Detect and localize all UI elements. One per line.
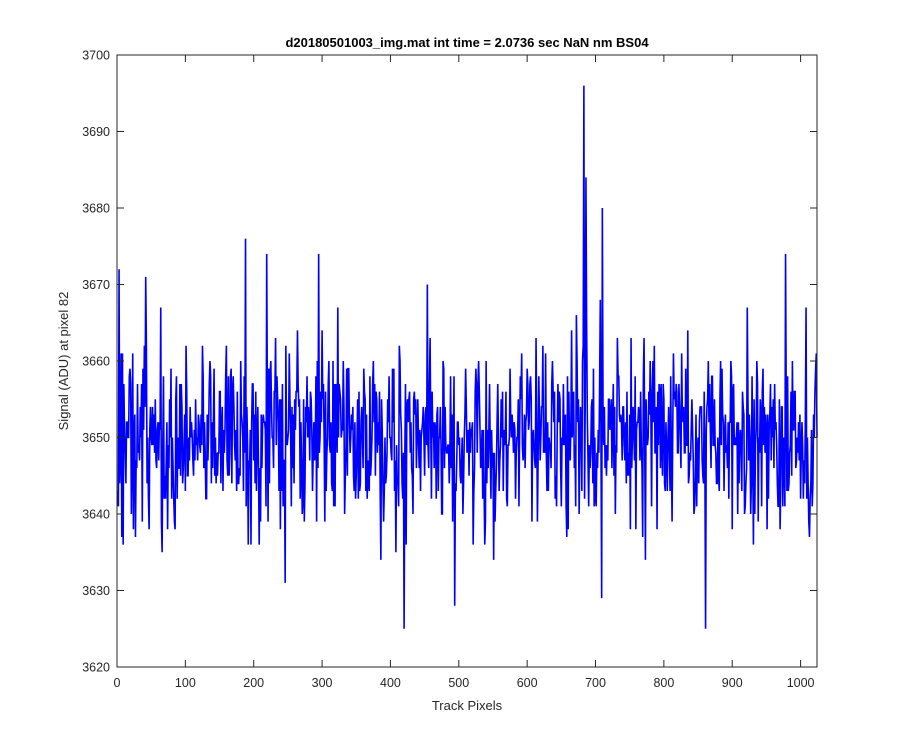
- y-tick-label: 3680: [82, 202, 110, 216]
- x-tick-label: 700: [585, 676, 606, 690]
- y-tick-label: 3670: [82, 278, 110, 292]
- x-tick-label: 800: [653, 676, 674, 690]
- y-tick-label: 3640: [82, 508, 110, 522]
- x-axis-label: Track Pixels: [432, 698, 503, 713]
- x-tick-label: 400: [380, 676, 401, 690]
- x-tick-label: 500: [448, 676, 469, 690]
- y-tick-label: 3700: [82, 49, 110, 63]
- chart-title: d20180501003_img.mat int time = 2.0736 s…: [285, 35, 649, 50]
- x-tick-label: 900: [722, 676, 743, 690]
- axes-background: [117, 55, 817, 667]
- x-tick-label: 0: [114, 676, 121, 690]
- y-tick-label: 3690: [82, 125, 110, 139]
- x-tick-label: 300: [312, 676, 333, 690]
- x-tick-label: 1000: [787, 676, 815, 690]
- x-tick-label: 100: [175, 676, 196, 690]
- y-tick-label: 3630: [82, 584, 110, 598]
- signal-series-line: [116, 85, 818, 629]
- y-tick-label: 3660: [82, 355, 110, 369]
- y-axis-label: Signal (ADU) at pixel 82: [56, 292, 71, 431]
- tick-layer: 0 100 200 300 400 500 600 700 800 900 1000 3620 3630…: [82, 49, 817, 690]
- y-tick-label: 3650: [82, 431, 110, 445]
- x-tick-label: 600: [517, 676, 538, 690]
- x-tick-label: 200: [243, 676, 264, 690]
- y-tick-label: 3620: [82, 661, 110, 675]
- series-layer: [116, 85, 818, 629]
